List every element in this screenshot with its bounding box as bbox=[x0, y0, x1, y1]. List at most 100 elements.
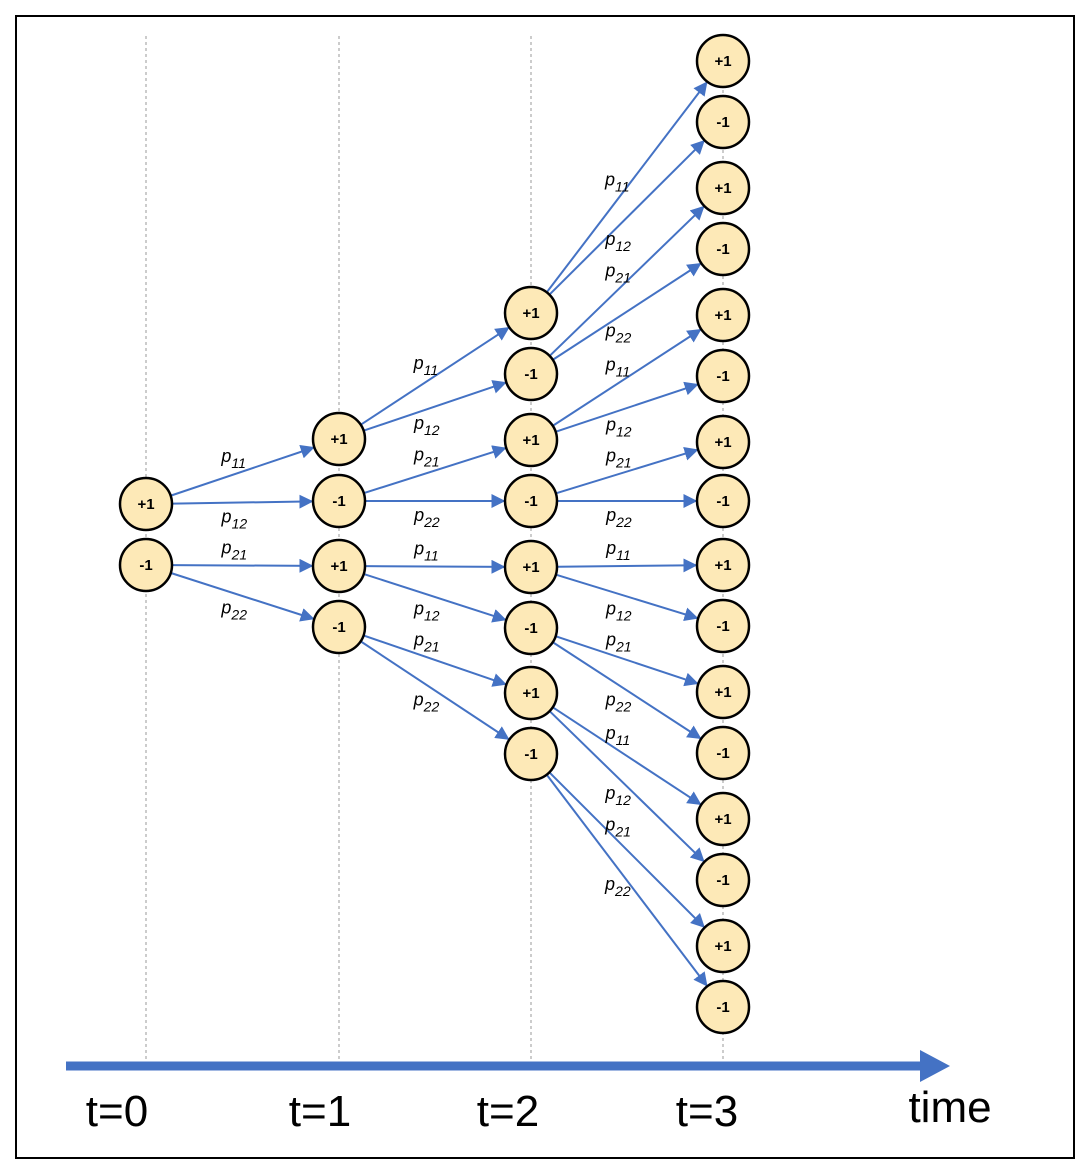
transition-label-p: p bbox=[413, 630, 424, 650]
state-node-circle bbox=[503, 539, 559, 595]
state-node-circle bbox=[503, 600, 559, 656]
time-axis-label: time bbox=[908, 1083, 991, 1132]
transition-label-p: p bbox=[605, 630, 616, 650]
transition-label: p21 bbox=[604, 260, 631, 285]
state-node-circle bbox=[311, 538, 367, 594]
transition-label: p22 bbox=[605, 690, 632, 715]
state-node-circle bbox=[695, 348, 751, 404]
state-node-label: -1 bbox=[716, 618, 729, 635]
state-node: -1 bbox=[503, 726, 559, 782]
state-node-label: +1 bbox=[714, 811, 731, 828]
transition-label-sub: 12 bbox=[616, 423, 632, 439]
state-node: -1 bbox=[695, 725, 751, 781]
state-node-circle bbox=[311, 473, 367, 529]
edge-t2-n6-to-n13 bbox=[549, 711, 705, 863]
transition-label-p: p bbox=[605, 446, 616, 466]
edge-t2-n7-to-n14 bbox=[549, 772, 705, 928]
state-node-circle bbox=[695, 852, 751, 908]
state-node: -1 bbox=[503, 473, 559, 529]
transition-label-p: p bbox=[413, 599, 424, 619]
state-node: -1 bbox=[503, 600, 559, 656]
transition-label-p: p bbox=[413, 353, 424, 373]
transition-label-p: p bbox=[605, 320, 616, 340]
transition-label-sub: 12 bbox=[424, 608, 440, 624]
state-node: -1 bbox=[695, 598, 751, 654]
transition-label-sub: 11 bbox=[615, 178, 630, 194]
state-node-circle bbox=[695, 791, 751, 847]
state-node-circle bbox=[118, 537, 174, 593]
state-node: -1 bbox=[311, 599, 367, 655]
state-node-label: -1 bbox=[139, 557, 152, 574]
transition-label-sub: 21 bbox=[615, 639, 632, 655]
transition-label-sub: 12 bbox=[615, 792, 631, 808]
state-node: -1 bbox=[695, 94, 751, 150]
transition-label: p11 bbox=[413, 353, 439, 378]
transition-label-sub: 11 bbox=[616, 732, 631, 748]
transition-label-sub: 21 bbox=[423, 454, 440, 470]
transition-label-sub: 21 bbox=[614, 269, 631, 285]
transition-label-p: p bbox=[413, 413, 424, 433]
state-node-circle bbox=[503, 473, 559, 529]
state-node-label: +1 bbox=[137, 496, 154, 513]
transition-label-p: p bbox=[604, 814, 615, 834]
state-node: +1 bbox=[695, 791, 751, 847]
state-node: -1 bbox=[503, 346, 559, 402]
state-node: -1 bbox=[695, 348, 751, 404]
transition-label-p: p bbox=[221, 507, 232, 527]
state-node-label: +1 bbox=[714, 938, 731, 955]
edge-t1-n3-to-n7 bbox=[360, 641, 510, 740]
transition-label: p21 bbox=[413, 445, 440, 470]
state-node-circle bbox=[695, 94, 751, 150]
state-node-label: -1 bbox=[716, 999, 729, 1016]
state-node-circle bbox=[503, 726, 559, 782]
transition-label: p11 bbox=[605, 538, 631, 563]
state-node: +1 bbox=[695, 664, 751, 720]
transition-label: p11 bbox=[413, 538, 439, 563]
state-node-label: -1 bbox=[332, 619, 345, 636]
transition-label-p: p bbox=[605, 538, 616, 558]
transition-label-p: p bbox=[220, 446, 231, 466]
state-node-circle bbox=[695, 473, 751, 529]
transition-label-sub: 21 bbox=[614, 823, 631, 839]
transition-label-sub: 22 bbox=[615, 699, 632, 715]
state-node: +1 bbox=[311, 411, 367, 467]
diagram-frame bbox=[15, 15, 1075, 1159]
transition-label-sub: 11 bbox=[616, 363, 631, 379]
transition-label-sub: 12 bbox=[232, 516, 248, 532]
transition-label-sub: 11 bbox=[424, 547, 439, 563]
tick-t0: t=0 bbox=[86, 1087, 148, 1136]
transition-label-p: p bbox=[604, 260, 615, 280]
transition-label: p22 bbox=[605, 320, 632, 345]
edge-t2-n0-to-n0 bbox=[546, 81, 708, 293]
state-node: +1 bbox=[311, 538, 367, 594]
transition-label-sub: 22 bbox=[615, 514, 632, 530]
transition-label: p11 bbox=[604, 169, 630, 194]
transition-label-sub: 21 bbox=[615, 455, 632, 471]
state-node-circle bbox=[695, 979, 751, 1035]
transition-label-p: p bbox=[604, 229, 615, 249]
state-node-label: -1 bbox=[524, 366, 537, 383]
state-node-label: +1 bbox=[714, 557, 731, 574]
transition-label-p: p bbox=[605, 354, 616, 374]
transition-label-p: p bbox=[413, 445, 424, 465]
state-node-label: +1 bbox=[714, 53, 731, 70]
state-node-label: -1 bbox=[524, 493, 537, 510]
transition-label: p22 bbox=[413, 505, 440, 530]
state-node: +1 bbox=[695, 414, 751, 470]
transition-probability-labels: p11p12p21p22p11p12p21p22p11p12p21p22p11p… bbox=[220, 169, 631, 899]
transition-label: p21 bbox=[605, 630, 632, 655]
state-node-circle bbox=[503, 285, 559, 341]
state-node-circle bbox=[695, 414, 751, 470]
transition-label-sub: 21 bbox=[423, 639, 440, 655]
state-node-label: +1 bbox=[714, 434, 731, 451]
transition-label-p: p bbox=[605, 723, 616, 743]
edge-t2-n5-to-n10 bbox=[556, 635, 699, 687]
state-node-label: -1 bbox=[524, 746, 537, 763]
state-node: +1 bbox=[503, 539, 559, 595]
transition-edges bbox=[171, 81, 708, 987]
state-node-circle bbox=[695, 287, 751, 343]
state-node-circle bbox=[118, 476, 174, 532]
edge-t1-n2-to-n4 bbox=[365, 559, 506, 574]
state-node: -1 bbox=[695, 852, 751, 908]
edge-t0-n0-to-n0 bbox=[171, 445, 315, 497]
